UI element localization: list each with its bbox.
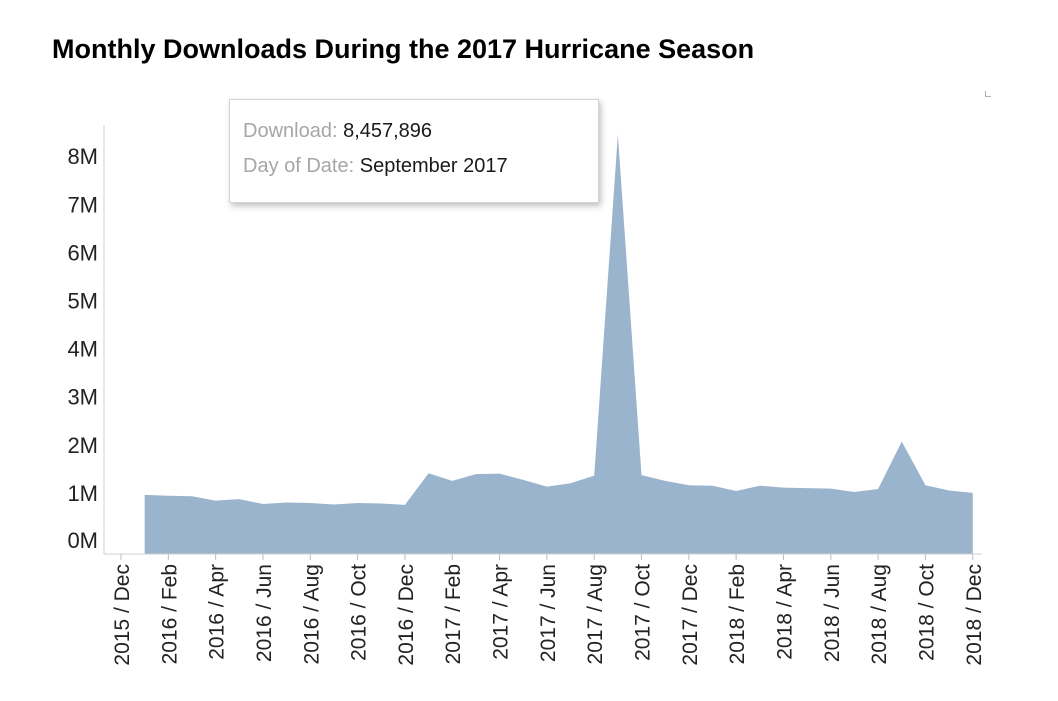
x-tick-label: 2018 / Apr [773,564,796,660]
tooltip-date-value: September 2017 [359,155,508,177]
tooltip-download-key: Download: [243,120,338,142]
x-tick-label: 2017 / Feb [442,564,465,664]
y-tick-label: 5M [67,288,98,313]
x-tick-label: 2015 / Dec [111,564,134,666]
x-tick-label: 2016 / Dec [395,564,418,666]
y-tick-label: 7M [67,192,98,217]
y-tick-label: 0M [67,528,98,553]
tooltip-download-row: Download: 8,457,896 [243,120,432,143]
y-tick-label: 2M [67,433,98,458]
downloads-area [144,134,973,554]
x-tick-label: 2018 / Dec [963,564,986,666]
x-tick-label: 2017 / Apr [490,564,513,660]
y-tick-label: 4M [67,337,98,362]
corner-marker [985,91,991,97]
x-tick-label: 2018 / Oct [915,564,938,661]
x-tick-label: 2018 / Aug [868,564,891,664]
tooltip: Download: 8,457,896 Day of Date: Septemb… [229,99,599,203]
chart-axes: 0M 1M 2M 3M 4M 5M 6M 7M 8M 2015 / Dec 2016 / Feb 20… [67,125,986,666]
chart-title: Monthly Downloads During the 2017 Hurric… [52,34,755,64]
tooltip-date-row: Day of Date: September 2017 [243,155,508,178]
x-tick-label: 2016 / Aug [300,564,323,664]
x-tick-label: 2017 / Jun [537,564,560,662]
y-tick-label: 8M [67,144,98,169]
x-tick-label: 2016 / Oct [348,564,371,661]
x-tick-label: 2017 / Dec [679,564,702,666]
tooltip-date-key: Day of Date: [243,155,355,177]
x-tick-label: 2018 / Jun [821,564,844,662]
tooltip-download-value: 8,457,896 [343,120,433,142]
y-tick-label: 3M [67,385,98,410]
y-tick-label: 1M [67,481,98,506]
x-tick-label: 2016 / Apr [206,564,229,660]
x-tick-label: 2017 / Oct [632,564,655,661]
y-tick-label: 6M [67,240,98,265]
plot-area [144,134,973,554]
x-tick-label: 2017 / Aug [584,564,607,664]
x-tick-label: 2018 / Feb [726,564,749,664]
x-tick-label: 2016 / Feb [158,564,181,664]
x-tick-label: 2016 / Jun [253,564,276,662]
